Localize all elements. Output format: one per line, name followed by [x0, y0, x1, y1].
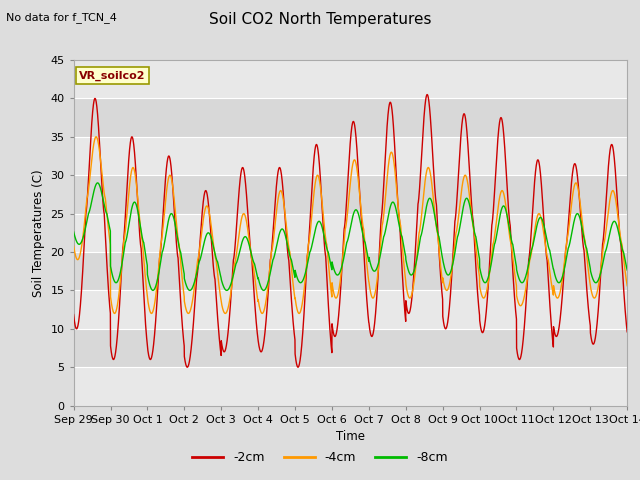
Bar — [74, 252, 627, 290]
Bar — [74, 60, 627, 98]
Text: No data for f_TCN_4: No data for f_TCN_4 — [6, 12, 117, 23]
Bar — [74, 137, 627, 175]
Text: Soil CO2 North Temperatures: Soil CO2 North Temperatures — [209, 12, 431, 27]
Legend: -2cm, -4cm, -8cm: -2cm, -4cm, -8cm — [187, 446, 453, 469]
Y-axis label: Soil Temperatures (C): Soil Temperatures (C) — [32, 169, 45, 297]
Text: VR_soilco2: VR_soilco2 — [79, 71, 146, 81]
X-axis label: Time: Time — [336, 430, 365, 443]
Bar — [74, 367, 627, 406]
Bar — [74, 329, 627, 367]
Bar — [74, 175, 627, 214]
Bar — [74, 98, 627, 137]
Bar — [74, 290, 627, 329]
Bar — [74, 214, 627, 252]
